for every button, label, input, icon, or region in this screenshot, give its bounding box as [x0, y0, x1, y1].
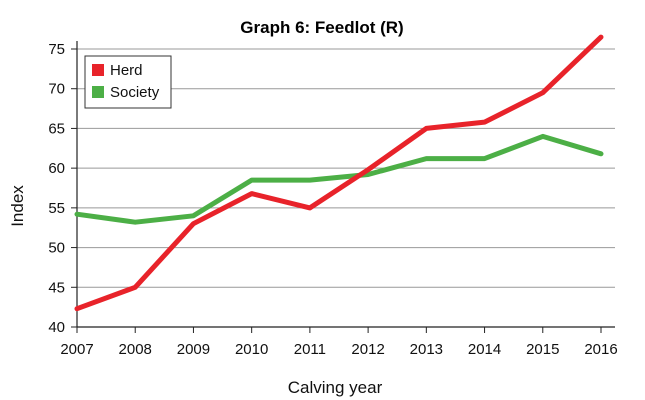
x-tick-label-2011: 2011 [294, 341, 326, 358]
y-tick-label-65: 65 [48, 120, 65, 137]
data-point-herd-2010 [249, 191, 254, 196]
data-point-herd-2014 [482, 120, 487, 125]
y-tick-label-55: 55 [48, 200, 65, 217]
data-point-society-2009 [191, 213, 196, 218]
x-tick-label-2010: 2010 [235, 341, 268, 358]
legend-swatch-herd [92, 64, 104, 76]
data-point-society-2016 [599, 151, 603, 156]
y-tick-label-50: 50 [48, 240, 65, 257]
x-tick-label-2008: 2008 [119, 341, 152, 358]
x-tick-label-2007: 2007 [60, 341, 93, 358]
data-point-society-2011 [307, 178, 312, 183]
x-tick-label-2009: 2009 [177, 341, 210, 358]
x-axis-ticks: 2007 2008 2009 2010 2011 2012 2013 2014 2015 2016 [60, 327, 618, 358]
y-tick-label-40: 40 [48, 319, 65, 336]
legend: Herd Society [84, 55, 172, 109]
data-point-herd-2012 [366, 167, 371, 172]
legend-swatch-society [92, 86, 104, 98]
data-point-herd-2009 [191, 221, 196, 226]
series-line-society [74, 133, 604, 225]
x-tick-label-2012: 2012 [351, 341, 384, 358]
data-point-society-2015 [540, 134, 545, 139]
x-tick-label-2015: 2015 [526, 341, 559, 358]
data-point-herd-2015 [540, 90, 545, 95]
data-point-herd-2008 [133, 285, 138, 290]
x-tick-label-2013: 2013 [410, 341, 443, 358]
y-tick-label-70: 70 [48, 81, 65, 98]
data-point-herd-2011 [307, 205, 312, 210]
data-point-society-2014 [482, 156, 487, 161]
data-point-society-2013 [424, 156, 429, 161]
data-point-herd-2007 [75, 306, 79, 311]
series-lines [74, 34, 604, 312]
data-point-society-2010 [249, 178, 254, 183]
legend-label-herd: Herd [110, 62, 143, 79]
y-tick-label-45: 45 [48, 279, 65, 296]
y-axis-ticks: 40 45 50 55 60 65 70 75 [48, 41, 77, 336]
y-axis-label: Index [8, 185, 27, 227]
data-point-society-2007 [75, 212, 79, 217]
data-point-society-2008 [133, 220, 138, 225]
x-axis-label: Calving year [288, 378, 383, 397]
data-point-society-2012 [366, 172, 371, 177]
legend-label-society: Society [110, 84, 160, 101]
y-tick-label-75: 75 [48, 41, 65, 58]
series-line-herd [74, 34, 604, 312]
x-tick-label-2016: 2016 [584, 341, 617, 358]
x-tick-label-2014: 2014 [468, 341, 501, 358]
chart-title: Graph 6: Feedlot (R) [240, 18, 403, 37]
y-tick-label-60: 60 [48, 160, 65, 177]
data-point-herd-2013 [424, 126, 429, 131]
data-point-herd-2016 [599, 35, 603, 40]
